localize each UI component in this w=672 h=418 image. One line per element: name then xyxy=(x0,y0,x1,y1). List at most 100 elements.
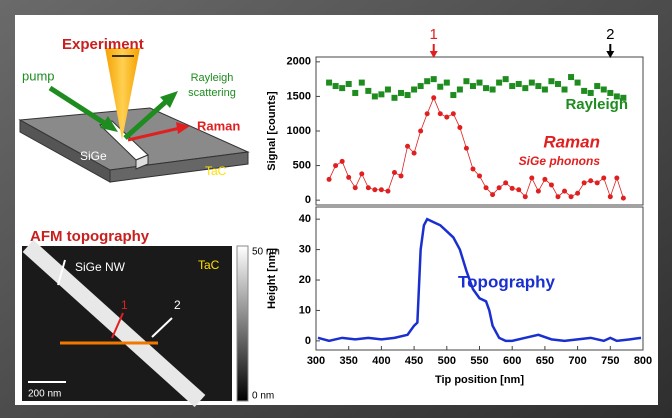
y-axis-label: Height [nm] xyxy=(266,248,278,309)
x-tick-label: 550 xyxy=(470,355,488,367)
y-tick-label: 2000 xyxy=(287,56,311,68)
point xyxy=(601,176,606,181)
point xyxy=(568,74,574,80)
point xyxy=(359,171,364,176)
point xyxy=(392,170,397,175)
point xyxy=(418,129,423,134)
point xyxy=(503,76,509,82)
point xyxy=(569,194,574,199)
y-tick-label: 10 xyxy=(299,304,311,316)
point xyxy=(601,87,607,93)
series-label: Raman xyxy=(543,132,600,151)
point xyxy=(333,163,338,168)
point xyxy=(326,80,332,86)
point xyxy=(542,87,548,93)
point xyxy=(509,83,515,89)
point xyxy=(483,85,489,91)
raman-label: Raman xyxy=(197,118,240,133)
point xyxy=(457,125,462,130)
tac-label: TaC xyxy=(205,164,227,178)
experiment-title: Experiment xyxy=(62,36,144,53)
pump-label: pump xyxy=(22,68,55,83)
y-tick-label: 0 xyxy=(305,335,311,347)
x-tick-label: 800 xyxy=(634,355,652,367)
point xyxy=(595,180,600,185)
point xyxy=(535,83,541,89)
point xyxy=(562,87,568,93)
point xyxy=(588,178,593,183)
point xyxy=(503,180,508,185)
annotation: SiGe phonons xyxy=(519,154,601,168)
point xyxy=(366,185,371,190)
rayleigh-label: scattering xyxy=(188,87,236,99)
point xyxy=(470,167,475,172)
point xyxy=(470,83,476,89)
y-tick-label: 1500 xyxy=(287,90,311,102)
point xyxy=(575,80,581,86)
point xyxy=(548,78,554,84)
y-tick-label: 0 xyxy=(305,194,311,206)
point xyxy=(359,80,365,86)
point xyxy=(582,180,587,185)
x-axis-label: Tip position [nm] xyxy=(435,374,524,386)
point xyxy=(549,182,554,187)
point xyxy=(340,159,345,164)
y-tick-label: 40 xyxy=(299,213,311,225)
point xyxy=(464,146,469,151)
point xyxy=(463,78,469,84)
x-tick-label: 500 xyxy=(438,355,456,367)
point xyxy=(411,87,417,93)
page: {"experiment":{"title":"Experiment","pum… xyxy=(0,0,672,418)
wire-label: SiGe NW xyxy=(75,260,126,274)
point xyxy=(333,83,339,89)
point xyxy=(529,80,535,86)
point xyxy=(385,189,390,194)
point xyxy=(581,88,587,94)
point xyxy=(346,81,352,87)
point xyxy=(457,87,463,93)
marker-label: 1 xyxy=(430,26,438,43)
y-tick-label: 30 xyxy=(299,244,311,256)
point-label: 2 xyxy=(174,298,181,312)
point xyxy=(391,95,397,101)
point xyxy=(431,76,437,82)
x-tick-label: 650 xyxy=(536,355,554,367)
point xyxy=(451,111,456,116)
point xyxy=(424,78,430,84)
afm-title: AFM topography xyxy=(30,228,150,245)
point xyxy=(529,176,534,181)
point xyxy=(608,194,613,199)
point xyxy=(523,194,528,199)
point xyxy=(339,85,345,91)
point xyxy=(405,144,410,149)
y-tick-label: 1000 xyxy=(287,125,311,137)
point xyxy=(398,90,404,96)
scale-bar-label: 200 nm xyxy=(28,389,61,400)
point xyxy=(542,177,547,182)
point xyxy=(378,91,384,97)
point xyxy=(555,194,560,199)
tac-label: TaC xyxy=(198,258,220,272)
point xyxy=(372,93,378,99)
point xyxy=(405,92,411,98)
y-axis-label: Signal [counts] xyxy=(266,91,278,171)
point xyxy=(438,111,443,116)
point xyxy=(516,187,521,192)
point xyxy=(497,185,502,190)
series-label: Rayleigh xyxy=(565,96,628,113)
point xyxy=(353,185,358,190)
point xyxy=(352,90,358,96)
point xyxy=(477,80,483,86)
figure: Experiment pump Rayleigh scattering Rama… xyxy=(0,0,672,418)
point xyxy=(536,189,541,194)
x-tick-label: 700 xyxy=(568,355,586,367)
point-label: 1 xyxy=(121,298,128,312)
point xyxy=(621,196,626,201)
point xyxy=(522,85,528,91)
point xyxy=(327,177,332,182)
point xyxy=(431,95,436,100)
point xyxy=(444,115,449,120)
x-tick-label: 450 xyxy=(405,355,423,367)
series-label: Topography xyxy=(458,272,555,291)
point xyxy=(496,80,502,86)
